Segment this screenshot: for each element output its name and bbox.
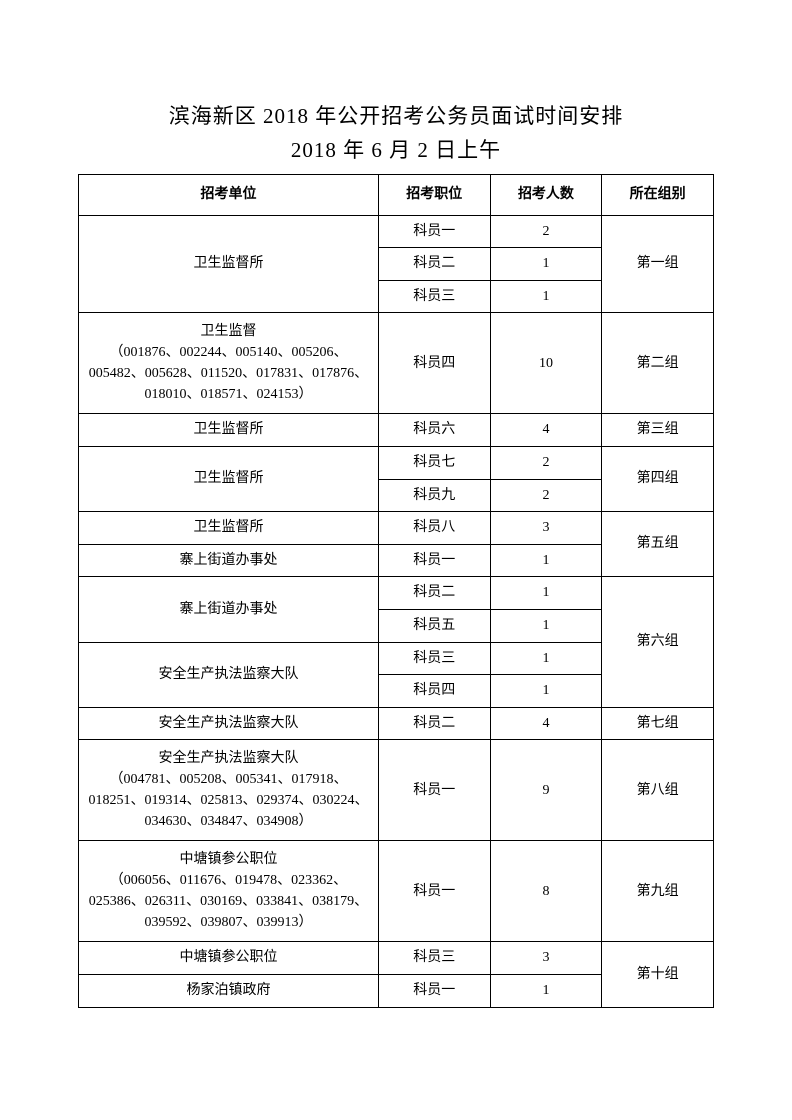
cell-position: 科员二 [378, 248, 490, 281]
cell-position: 科员三 [378, 942, 490, 975]
table-header-row: 招考单位 招考职位 招考人数 所在组别 [79, 175, 714, 216]
cell-count: 3 [490, 512, 602, 545]
cell-unit: 卫生监督所 [79, 414, 379, 447]
cell-count: 1 [490, 280, 602, 313]
cell-position: 科员一 [378, 215, 490, 248]
table-row: 中塘镇参公职位 科员三 3 第十组 [79, 942, 714, 975]
table-row: 卫生监督所 科员七 2 第四组 [79, 446, 714, 479]
unit-ids: （001876、002244、005140、005206、005482、0056… [89, 345, 368, 402]
page-title: 滨海新区 2018 年公开招考公务员面试时间安排 [78, 100, 714, 130]
cell-group: 第八组 [602, 740, 714, 841]
cell-position: 科员八 [378, 512, 490, 545]
cell-position: 科员三 [378, 642, 490, 675]
cell-count: 1 [490, 974, 602, 1007]
cell-position: 科员二 [378, 577, 490, 610]
cell-group: 第一组 [602, 215, 714, 313]
cell-unit: 安全生产执法监察大队 [79, 642, 379, 707]
cell-position: 科员五 [378, 609, 490, 642]
cell-group: 第十组 [602, 942, 714, 1007]
cell-position: 科员四 [378, 675, 490, 708]
cell-count: 1 [490, 675, 602, 708]
unit-ids: （004781、005208、005341、017918、018251、0193… [88, 772, 368, 829]
cell-position: 科员九 [378, 479, 490, 512]
cell-group: 第九组 [602, 841, 714, 942]
cell-count: 1 [490, 248, 602, 281]
unit-name: 卫生监督 [200, 324, 256, 339]
cell-group: 第三组 [602, 414, 714, 447]
cell-unit: 中塘镇参公职位 [79, 942, 379, 975]
table-row: 安全生产执法监察大队 （004781、005208、005341、017918、… [79, 740, 714, 841]
table-row: 卫生监督所 科员一 2 第一组 [79, 215, 714, 248]
cell-position: 科员一 [378, 544, 490, 577]
cell-count: 4 [490, 414, 602, 447]
cell-position: 科员三 [378, 280, 490, 313]
table-row: 卫生监督所 科员八 3 第五组 [79, 512, 714, 545]
cell-position: 科员七 [378, 446, 490, 479]
unit-name: 中塘镇参公职位 [179, 852, 277, 867]
cell-count: 3 [490, 942, 602, 975]
header-position: 招考职位 [378, 175, 490, 216]
cell-position: 科员六 [378, 414, 490, 447]
cell-count: 4 [490, 707, 602, 740]
cell-position: 科员二 [378, 707, 490, 740]
cell-position: 科员一 [378, 974, 490, 1007]
cell-count: 10 [490, 313, 602, 414]
page-container: 滨海新区 2018 年公开招考公务员面试时间安排 2018 年 6 月 2 日上… [0, 0, 792, 1068]
cell-count: 2 [490, 446, 602, 479]
header-unit: 招考单位 [79, 175, 379, 216]
cell-unit: 中塘镇参公职位 （006056、011676、019478、023362、025… [79, 841, 379, 942]
cell-unit: 卫生监督 （001876、002244、005140、005206、005482… [79, 313, 379, 414]
cell-unit: 卫生监督所 [79, 446, 379, 511]
cell-unit: 安全生产执法监察大队 （004781、005208、005341、017918、… [79, 740, 379, 841]
cell-unit: 寨上街道办事处 [79, 544, 379, 577]
cell-count: 1 [490, 577, 602, 610]
cell-position: 科员一 [378, 841, 490, 942]
cell-group: 第五组 [602, 512, 714, 577]
cell-group: 第七组 [602, 707, 714, 740]
table-row: 卫生监督 （001876、002244、005140、005206、005482… [79, 313, 714, 414]
table-row: 卫生监督所 科员六 4 第三组 [79, 414, 714, 447]
cell-count: 1 [490, 609, 602, 642]
unit-ids: （006056、011676、019478、023362、025386、0263… [89, 873, 368, 930]
cell-count: 1 [490, 544, 602, 577]
cell-count: 8 [490, 841, 602, 942]
cell-unit: 安全生产执法监察大队 [79, 707, 379, 740]
table-row: 中塘镇参公职位 （006056、011676、019478、023362、025… [79, 841, 714, 942]
schedule-table: 招考单位 招考职位 招考人数 所在组别 卫生监督所 科员一 2 第一组 科员二 … [78, 174, 714, 1008]
table-row: 安全生产执法监察大队 科员二 4 第七组 [79, 707, 714, 740]
cell-unit: 寨上街道办事处 [79, 577, 379, 642]
cell-position: 科员一 [378, 740, 490, 841]
header-count: 招考人数 [490, 175, 602, 216]
cell-unit: 杨家泊镇政府 [79, 974, 379, 1007]
cell-unit: 卫生监督所 [79, 215, 379, 313]
cell-count: 1 [490, 642, 602, 675]
cell-count: 9 [490, 740, 602, 841]
cell-position: 科员四 [378, 313, 490, 414]
page-subtitle: 2018 年 6 月 2 日上午 [78, 134, 714, 164]
header-group: 所在组别 [602, 175, 714, 216]
cell-count: 2 [490, 479, 602, 512]
cell-unit: 卫生监督所 [79, 512, 379, 545]
cell-group: 第二组 [602, 313, 714, 414]
cell-group: 第六组 [602, 577, 714, 707]
cell-group: 第四组 [602, 446, 714, 511]
unit-name: 安全生产执法监察大队 [158, 751, 298, 766]
table-row: 寨上街道办事处 科员二 1 第六组 [79, 577, 714, 610]
cell-count: 2 [490, 215, 602, 248]
